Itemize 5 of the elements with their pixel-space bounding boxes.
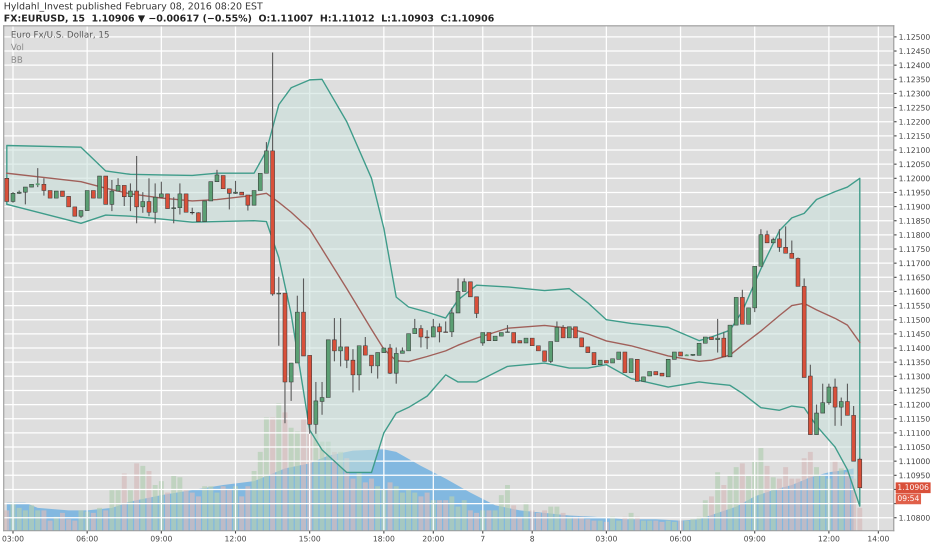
annotation: BB (12, 56, 22, 63)
annotation: Euro Fx/U.S. Dollar, 15 (12, 30, 109, 39)
chart-subtitle: FX:EURUSD, 15 1.10906 ▼ −0.00617 (−0.55%) O:1.11007 H:1.11012 L:1.10903 C:1.10906 (4, 14, 494, 23)
chart-title: Hyldahl_Invest published February 08, 2016 08:20 EST (4, 2, 263, 12)
annotation: Vol (10, 44, 24, 50)
